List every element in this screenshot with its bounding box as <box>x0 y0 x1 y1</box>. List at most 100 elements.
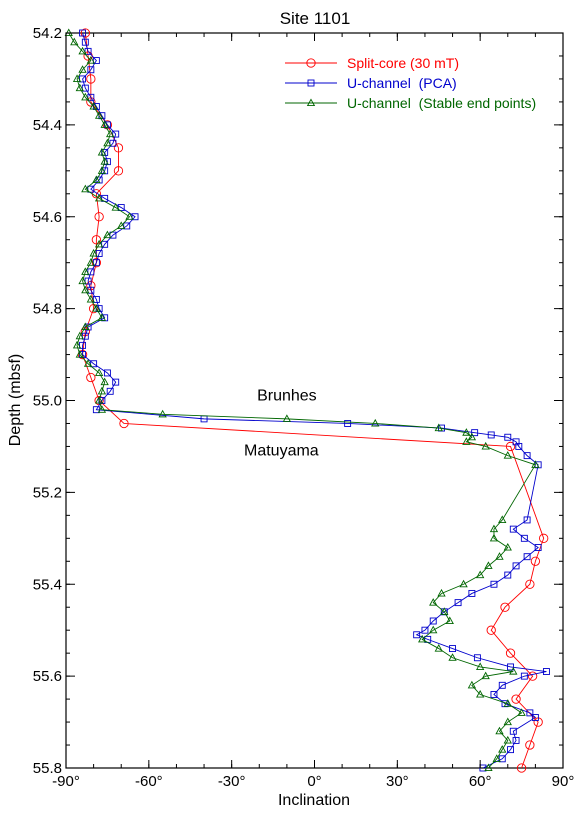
data-point <box>123 222 131 230</box>
data-point <box>448 653 457 661</box>
y-tick-label: 54.8 <box>33 301 62 318</box>
data-point <box>119 418 129 429</box>
data-point <box>500 602 510 612</box>
data-point <box>113 166 124 176</box>
data-point <box>86 74 96 84</box>
x-tick-label: -60° <box>135 773 163 790</box>
data-point <box>117 221 126 229</box>
data-point <box>490 580 498 588</box>
data-point <box>449 645 457 653</box>
data-point <box>429 598 438 606</box>
data-point <box>79 341 87 349</box>
data-point <box>454 599 462 607</box>
data-point <box>503 451 512 459</box>
chart-title: Site 1101 <box>280 9 351 28</box>
x-tick-label: 30° <box>386 773 409 790</box>
data-point <box>101 240 109 248</box>
data-point <box>81 92 90 101</box>
x-tick-label: -30° <box>218 773 246 790</box>
data-point <box>91 235 102 245</box>
data-point <box>523 452 531 460</box>
data-point <box>515 442 523 450</box>
y-tick-label: 54.2 <box>33 25 62 42</box>
data-point <box>516 763 527 773</box>
data-point <box>158 409 167 418</box>
series-triangle <box>64 28 540 772</box>
data-point <box>467 432 477 441</box>
data-point <box>81 285 90 294</box>
data-point <box>84 47 92 55</box>
data-point <box>100 157 109 165</box>
data-point <box>440 607 449 615</box>
series-line <box>82 32 547 769</box>
data-point <box>539 533 549 543</box>
data-point <box>89 101 98 110</box>
data-point <box>481 671 490 680</box>
x-tick-label: -90° <box>52 773 80 790</box>
data-point <box>125 212 134 220</box>
data-point <box>86 258 96 266</box>
data-point <box>495 552 504 560</box>
y-tick-label: 55.4 <box>33 576 62 593</box>
data-point <box>486 625 496 635</box>
data-point <box>75 350 84 358</box>
data-point <box>371 418 380 427</box>
data-point <box>97 166 107 174</box>
data-point <box>495 726 504 735</box>
data-point <box>471 429 479 437</box>
data-point <box>512 736 520 744</box>
data-point <box>527 671 538 681</box>
data-point <box>509 525 517 533</box>
x-tick-label: 0° <box>307 773 321 790</box>
data-point <box>517 708 526 716</box>
data-point <box>97 313 107 321</box>
data-point <box>476 662 485 670</box>
annotation-label: Matuyama <box>244 443 319 460</box>
data-point <box>429 625 438 634</box>
data-point <box>111 203 120 211</box>
data-point <box>462 428 471 436</box>
data-point <box>421 626 429 634</box>
legend-label: U-channel (Stable end points) <box>347 95 536 111</box>
data-point <box>434 423 443 432</box>
data-point <box>106 129 115 138</box>
data-point <box>86 294 96 303</box>
data-point <box>476 570 485 579</box>
y-axis-label: Depth (mbsf) <box>7 354 24 446</box>
data-point <box>87 185 95 193</box>
data-point <box>503 699 512 707</box>
data-point <box>87 93 95 101</box>
data-point <box>75 331 84 340</box>
data-point <box>512 562 520 570</box>
data-point <box>507 663 514 671</box>
data-point <box>83 359 93 367</box>
data-point <box>481 441 490 450</box>
data-point <box>94 111 104 119</box>
data-point <box>78 46 87 55</box>
data-point <box>94 239 104 248</box>
data-point <box>81 332 89 340</box>
data-point <box>489 533 499 542</box>
data-point <box>92 57 100 65</box>
data-point <box>81 267 90 275</box>
data-point <box>112 130 120 138</box>
data-point <box>509 727 517 735</box>
data-point <box>92 304 101 312</box>
data-point <box>86 56 96 64</box>
y-tick-label: 55.0 <box>33 393 62 410</box>
x-tick-label: 60° <box>469 773 492 790</box>
legend-marker <box>306 58 316 68</box>
x-tick-label: 90° <box>552 773 575 790</box>
data-point <box>498 515 507 523</box>
data-point <box>117 204 125 212</box>
data-point <box>413 631 421 639</box>
data-point <box>72 340 82 349</box>
data-point <box>505 648 516 658</box>
data-point <box>509 666 518 675</box>
data-point <box>531 714 539 721</box>
data-point <box>87 66 95 74</box>
data-point <box>498 745 507 753</box>
data-point <box>503 542 512 551</box>
legend-label: U-channel (PCA) <box>347 75 457 91</box>
